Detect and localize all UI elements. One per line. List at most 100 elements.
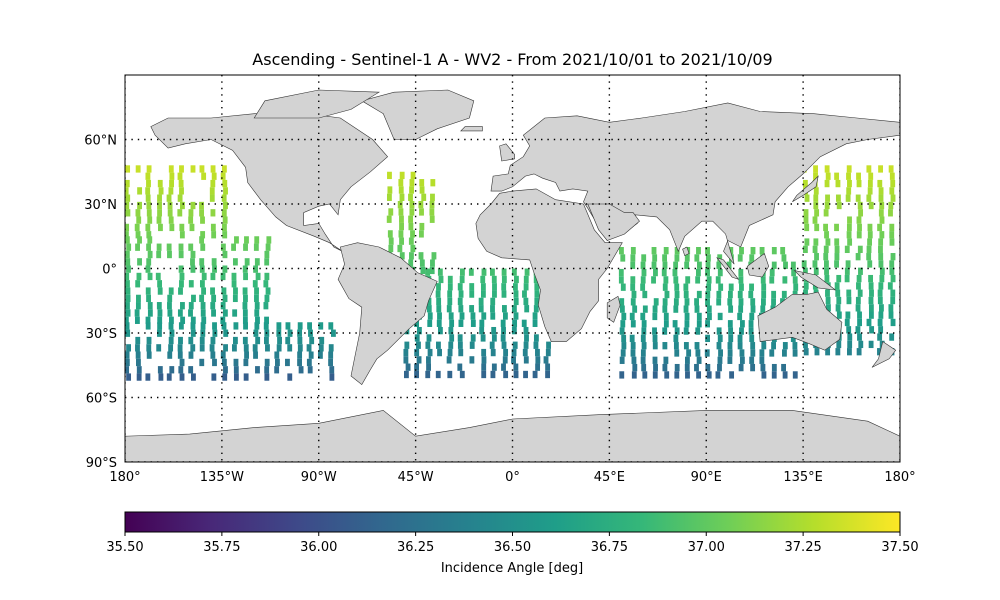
observation-cell (532, 319, 538, 327)
observation-cell (857, 289, 863, 297)
observation-cell (253, 329, 259, 337)
observation-cell (739, 356, 745, 364)
observation-cell (739, 320, 745, 328)
observation-cell (502, 356, 508, 364)
observation-cell (399, 193, 405, 201)
observation-cell (147, 302, 153, 310)
observation-cell (264, 316, 269, 324)
observation-cell (221, 194, 227, 202)
map-frame (124, 74, 901, 463)
observation-cell (155, 272, 161, 281)
observation-cell (630, 349, 636, 357)
observation-cell (263, 322, 269, 330)
observation-cell (457, 341, 463, 349)
observation-cell (199, 165, 205, 173)
lon-tick-label: 0° (505, 470, 520, 485)
observation-cell (878, 311, 884, 319)
observation-cell (877, 223, 883, 232)
observation-cell (652, 327, 657, 335)
observation-cell (716, 342, 722, 350)
observation-cell (673, 342, 679, 350)
observation-cell (285, 358, 290, 367)
observation-cell (166, 194, 172, 202)
observation-cell (459, 370, 465, 379)
observation-cell (890, 318, 896, 327)
observation-cell (233, 287, 238, 295)
observation-cell (771, 261, 777, 269)
observation-cell (329, 373, 335, 381)
observation-cell (427, 319, 433, 327)
observation-cell (546, 341, 551, 349)
observation-cell (254, 236, 260, 244)
observation-cell (145, 187, 151, 195)
observation-cell (771, 363, 777, 372)
observation-cell (179, 358, 185, 367)
observation-cell (769, 268, 775, 277)
observation-cell (307, 366, 313, 374)
observation-cell (436, 305, 442, 313)
observation-cell (211, 258, 217, 266)
observation-cell (469, 283, 475, 291)
observation-cell (447, 370, 453, 379)
observation-cell (436, 283, 441, 291)
observation-cell (211, 294, 217, 303)
observation-cell (166, 243, 172, 251)
observation-cell (308, 329, 313, 337)
observation-cell (408, 237, 414, 245)
observation-cell (856, 348, 862, 356)
observation-cell (188, 243, 194, 251)
observation-cell (156, 250, 162, 259)
observation-cell (179, 223, 185, 232)
observation-cell (803, 282, 809, 290)
observation-cell (167, 351, 173, 359)
observation-cell (254, 309, 260, 317)
observation-cell (447, 290, 453, 298)
observation-cell (771, 298, 776, 306)
lon-tick-label: 45°E (594, 470, 625, 485)
observation-cell (695, 327, 701, 335)
observation-cell (866, 245, 872, 254)
observation-cell (157, 209, 162, 217)
observation-cell (890, 194, 896, 202)
observation-cell (640, 276, 646, 284)
observation-cell (738, 363, 744, 372)
observation-cell (836, 340, 842, 349)
observation-cell (387, 230, 393, 238)
observation-cell (532, 370, 538, 379)
observation-cell (179, 231, 185, 239)
observation-cell (889, 187, 895, 195)
observation-cell (824, 179, 830, 188)
observation-cell (430, 179, 436, 187)
observation-cell (386, 193, 392, 201)
observation-cell (750, 363, 756, 372)
observation-cell (619, 371, 625, 379)
observation-cell (180, 302, 185, 310)
land-borneo (746, 253, 770, 278)
observation-cell (803, 340, 808, 349)
observation-cell (190, 258, 195, 266)
observation-cell (254, 287, 259, 295)
observation-cell (683, 327, 689, 335)
observation-cell (212, 265, 217, 273)
observation-cell (201, 272, 207, 281)
lon-tick-label: 135°E (783, 470, 823, 485)
observation-cell (252, 344, 258, 352)
observation-cell (834, 245, 840, 254)
observation-cell (408, 222, 414, 231)
observation-cell (523, 297, 529, 306)
observation-cell (147, 309, 153, 317)
observation-cell (835, 179, 841, 188)
observation-cell (125, 287, 131, 295)
observation-cell (426, 305, 432, 313)
observation-cell (663, 320, 669, 328)
observation-cell (469, 341, 475, 349)
observation-cell (664, 290, 670, 299)
land-new-guinea (793, 270, 837, 291)
observation-cell (642, 305, 648, 313)
observation-cell (146, 179, 151, 188)
observation-cell (716, 261, 722, 269)
observation-cell (782, 342, 788, 350)
observation-cell (274, 366, 280, 374)
observation-cell (137, 187, 143, 195)
observation-cell (855, 194, 861, 202)
